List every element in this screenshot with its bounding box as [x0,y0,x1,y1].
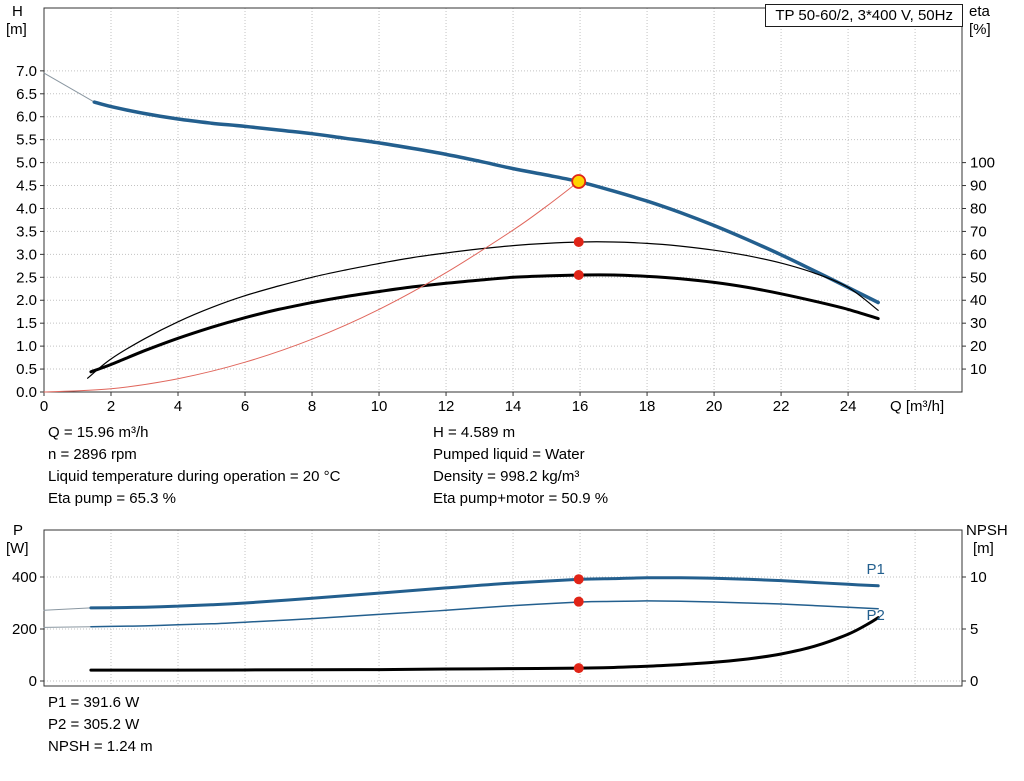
p2-label: P2 [867,607,885,624]
svg-text:80: 80 [970,200,987,217]
speed-readout: n = 2896 rpm [48,446,137,463]
bottom-right-axis-title: NPSH [966,522,1008,539]
flow-readout: Q = 15.96 m³/h [48,424,149,441]
svg-text:16: 16 [572,398,589,415]
p1-point[interactable] [573,574,584,585]
svg-text:3.5: 3.5 [16,223,37,240]
p2-curve [90,600,879,628]
top-right-axis-unit: [%] [969,21,991,38]
p2-readout: P2 = 305.2 W [48,716,140,733]
svg-text:5: 5 [970,621,978,638]
svg-text:20: 20 [706,398,723,415]
svg-text:30: 30 [970,315,987,332]
eta-pump-curve [87,241,879,379]
pumped-liquid-readout: Pumped liquid = Water [433,446,585,463]
svg-text:90: 90 [970,178,987,195]
p2-leadin [43,626,92,628]
svg-text:200: 200 [12,621,37,638]
p1-label: P1 [867,561,885,578]
pump-title-box: TP 50-60/2, 3*400 V, 50Hz [765,4,963,27]
npsh-readout: NPSH = 1.24 m [48,738,153,755]
density-readout: Density = 998.2 kg/m³ [433,468,580,485]
svg-text:24: 24 [840,398,857,415]
svg-text:1.0: 1.0 [16,338,37,355]
power-npsh-chart: 0 200 400 0 5 10 P1 P2 [12,529,987,690]
svg-text:22: 22 [773,398,790,415]
npsh-curve [89,616,880,672]
p1-leadin [43,607,92,611]
svg-text:100: 100 [970,155,995,172]
svg-text:20: 20 [970,338,987,355]
svg-text:6: 6 [241,398,249,415]
duty-info-left: Q = 15.96 m³/h n = 2896 rpm Liquid tempe… [48,422,340,510]
head-readout: H = 4.589 m [433,424,516,441]
h-curve [92,100,880,305]
svg-text:10: 10 [970,361,987,378]
eta-pump-motor-point[interactable] [573,270,584,281]
p1-readout: P1 = 391.6 W [48,694,140,711]
hq-eta-chart: 0 2 4 6 8 10 12 14 16 18 20 22 240.00.51.01.52.02.53… [16,7,995,415]
svg-text:0: 0 [970,673,978,690]
eta-pump-motor-readout: Eta pump+motor = 50.9 % [433,490,609,507]
svg-text:70: 70 [970,223,987,240]
svg-text:4.5: 4.5 [16,178,37,195]
svg-text:2: 2 [107,398,115,415]
svg-text:18: 18 [639,398,656,415]
svg-text:5.5: 5.5 [16,132,37,149]
svg-text:4: 4 [174,398,182,415]
p2-point[interactable] [573,596,584,607]
eta-pump-readout: Eta pump = 65.3 % [48,490,176,507]
svg-text:4.0: 4.0 [16,200,37,217]
p1-curve [89,576,880,610]
power-info: P1 = 391.6 W P2 = 305.2 W NPSH = 1.24 m [48,692,153,758]
bottom-right-axis-unit: [m] [973,540,994,557]
svg-text:60: 60 [970,246,987,263]
svg-text:400: 400 [12,569,37,586]
h-curve-leadin [43,72,95,103]
system-curve [43,181,580,393]
svg-text:2.0: 2.0 [16,292,37,309]
eta-pump-point[interactable] [573,236,584,247]
svg-text:0: 0 [29,673,37,690]
svg-text:10: 10 [371,398,388,415]
svg-text:0: 0 [40,398,48,415]
svg-text:6.5: 6.5 [16,86,37,103]
svg-text:14: 14 [505,398,522,415]
eta-pump-motor-curve [89,273,880,374]
svg-text:1.5: 1.5 [16,315,37,332]
npsh-point[interactable] [573,663,584,674]
duty-point[interactable] [571,174,587,189]
bottom-left-axis-unit: [W] [6,540,29,557]
x-axis-title: Q [m³/h] [890,398,945,415]
svg-text:12: 12 [438,398,455,415]
svg-text:10: 10 [970,569,987,586]
bottom-left-axis-title: P [13,522,24,539]
svg-text:5.0: 5.0 [16,155,37,172]
top-right-axis-title: eta [969,3,990,20]
top-left-axis-title: H [12,3,23,20]
liquid-temperature-readout: Liquid temperature during operation = 20… [48,468,341,485]
svg-text:0.5: 0.5 [16,361,37,378]
svg-text:7.0: 7.0 [16,63,37,80]
svg-text:50: 50 [970,269,987,286]
svg-text:40: 40 [970,292,987,309]
svg-text:0.0: 0.0 [16,384,37,401]
svg-text:2.5: 2.5 [16,269,37,286]
top-left-axis-unit: [m] [6,21,27,38]
svg-text:8: 8 [308,398,316,415]
svg-text:3.0: 3.0 [16,246,37,263]
svg-text:6.0: 6.0 [16,109,37,126]
duty-info-right: H = 4.589 m Pumped liquid = Water Densit… [433,422,608,510]
